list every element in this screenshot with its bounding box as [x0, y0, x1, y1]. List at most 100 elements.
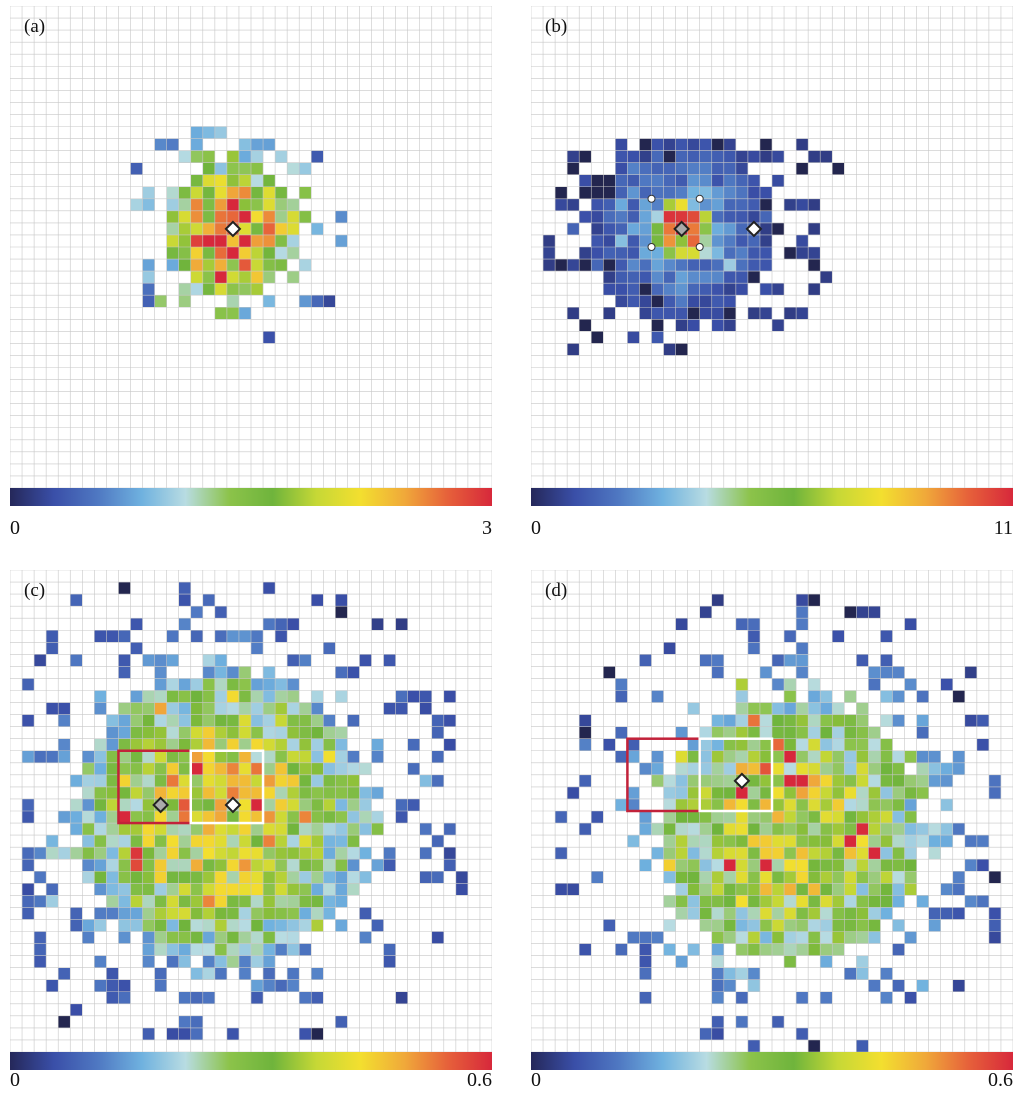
heatmap-cell	[868, 678, 881, 691]
heatmap-cell	[639, 955, 652, 968]
heatmap-cell	[118, 786, 131, 799]
heatmap-cell	[892, 859, 905, 872]
heatmap-cell	[202, 174, 215, 187]
heatmap-cell	[772, 1015, 785, 1028]
heatmap-cell	[154, 295, 167, 308]
heatmap-cell	[238, 678, 251, 691]
heatmap-cell	[82, 919, 95, 932]
heatmap-cell	[106, 835, 119, 848]
heatmap-cell	[832, 798, 845, 811]
heatmap-cell	[567, 343, 580, 356]
heatmap-cell	[759, 798, 772, 811]
heatmap-cell	[940, 883, 953, 896]
heatmap-cell	[844, 835, 857, 848]
heatmap-cell	[94, 690, 107, 703]
heatmap-cell	[82, 847, 95, 860]
heatmap-cell	[976, 714, 989, 727]
heatmap-cell	[711, 955, 724, 968]
heatmap-cell	[940, 823, 953, 836]
heatmap-cell	[796, 919, 809, 932]
heatmap-cell	[275, 678, 288, 691]
heatmap-cell	[976, 738, 989, 751]
heatmap-cell	[263, 931, 276, 944]
heatmap-cell	[844, 762, 857, 775]
heatmap-cell	[323, 786, 336, 799]
heatmap-cell	[166, 690, 179, 703]
heatmap-cell	[34, 871, 47, 884]
heatmap-cell	[711, 1027, 724, 1040]
heatmap-cell	[263, 295, 276, 308]
heatmap-cell	[299, 823, 312, 836]
heatmap-cell	[675, 726, 688, 739]
heatmap-cell	[190, 774, 203, 787]
heatmap-cell	[166, 907, 179, 920]
heatmap-cell	[796, 774, 809, 787]
heatmap-cell	[311, 823, 324, 836]
heatmap-a: (a)	[10, 6, 492, 506]
heatmap-cell	[190, 247, 203, 260]
heatmap-cell	[844, 606, 857, 619]
heatmap-cell	[603, 198, 616, 211]
heatmap-cell	[238, 210, 251, 223]
heatmap-cell	[747, 210, 760, 223]
heatmap-cell	[699, 847, 712, 860]
heatmap-cell	[263, 895, 276, 908]
heatmap-cell	[190, 174, 203, 187]
heatmap-cell	[299, 774, 312, 787]
heatmap-cell	[263, 979, 276, 992]
heatmap-cell	[723, 883, 736, 896]
heatmap-cell	[868, 979, 881, 992]
heatmap-cell	[808, 786, 821, 799]
heatmap-cell	[178, 859, 191, 872]
heatmap-cell	[856, 967, 869, 980]
heatmap-cell	[796, 642, 809, 655]
heatmap-cell	[226, 943, 239, 956]
heatmap-cell	[70, 847, 83, 860]
heatmap-cell	[214, 271, 227, 284]
heatmap-cell	[880, 738, 893, 751]
heatmap-cell	[772, 919, 785, 932]
heatmap-cell	[747, 811, 760, 824]
heatmap-cell	[663, 174, 676, 187]
heatmap-cell	[238, 307, 251, 320]
heatmap-cell	[251, 823, 264, 836]
heatmap-cell	[916, 895, 929, 908]
heatmap-cell	[615, 150, 628, 163]
heatmap-cell	[639, 943, 652, 956]
heatmap-cell	[832, 919, 845, 932]
heatmap-cell	[263, 726, 276, 739]
heatmap-cell	[154, 835, 167, 848]
heatmap-cell	[238, 271, 251, 284]
heatmap-cell	[190, 714, 203, 727]
heatmap-cell	[711, 174, 724, 187]
grid-lines	[10, 570, 492, 1053]
heatmap-cell	[904, 774, 917, 787]
heatmap-cell	[868, 666, 881, 679]
heatmap-cell	[784, 895, 797, 908]
heatmap-cell	[976, 895, 989, 908]
heatmap-cell	[190, 126, 203, 139]
heatmap-cell	[142, 271, 155, 284]
heatmap-cell	[759, 247, 772, 260]
heatmap-cell	[238, 883, 251, 896]
heatmap-cell	[808, 222, 821, 235]
heatmap-cell	[226, 726, 239, 739]
heatmap-cell	[808, 859, 821, 872]
heatmap-cell	[651, 186, 664, 199]
heatmap-cell	[190, 726, 203, 739]
heatmap-cell	[190, 931, 203, 944]
heatmap-cell	[214, 702, 227, 715]
heatmap-cell	[832, 859, 845, 872]
heatmap-cell	[832, 895, 845, 908]
heatmap-cell	[579, 186, 592, 199]
heatmap-cell	[154, 138, 167, 151]
heatmap-cell	[130, 859, 143, 872]
heatmap-cell	[856, 762, 869, 775]
heatmap-cell	[663, 186, 676, 199]
heatmap-cell	[311, 774, 324, 787]
heatmap-cell	[287, 895, 300, 908]
heatmap-cell	[190, 943, 203, 956]
heatmap-cell	[832, 738, 845, 751]
heatmap-cell	[263, 774, 276, 787]
heatmap-cell	[118, 847, 131, 860]
